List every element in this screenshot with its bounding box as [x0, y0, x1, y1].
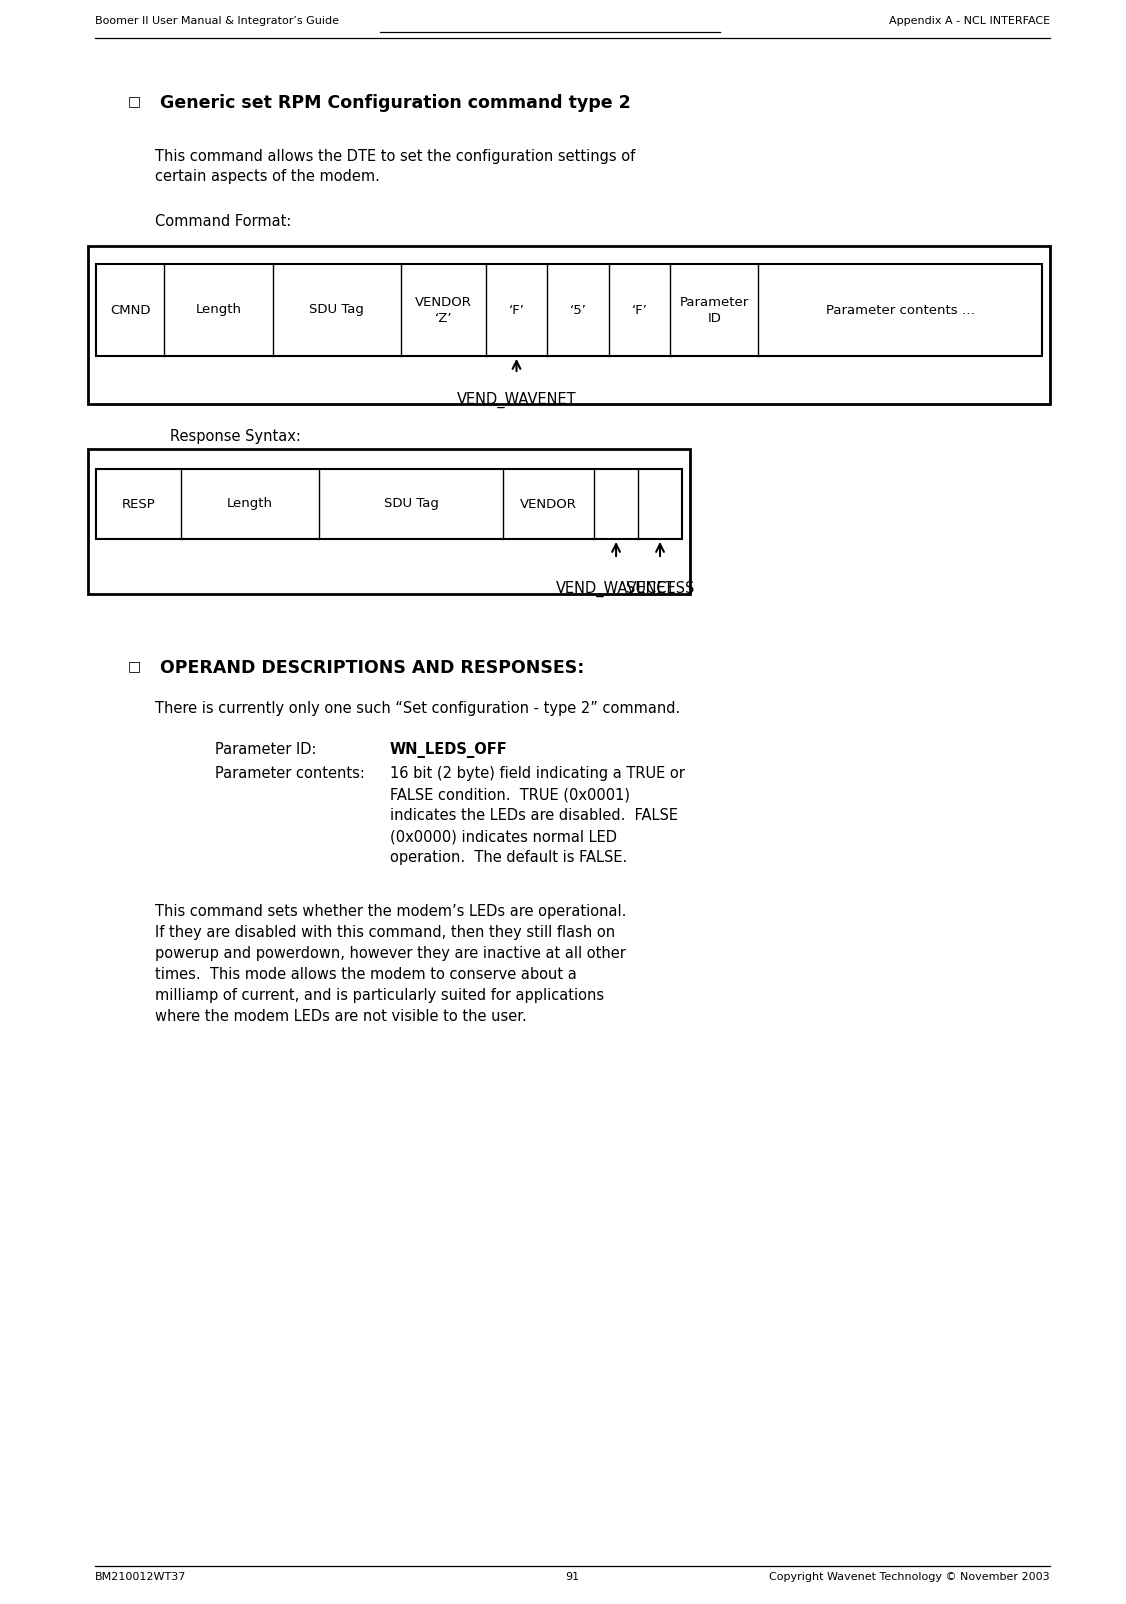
Text: SDU Tag: SDU Tag	[310, 303, 364, 316]
Text: OPERAND DESCRIPTIONS AND RESPONSES:: OPERAND DESCRIPTIONS AND RESPONSES:	[160, 659, 584, 677]
Text: □: □	[128, 659, 141, 674]
Text: ‘F’: ‘F’	[509, 303, 525, 316]
Text: SUCCESS: SUCCESS	[626, 581, 695, 597]
Text: BM210012WT37: BM210012WT37	[95, 1572, 187, 1582]
Text: CMND: CMND	[110, 303, 150, 316]
Text: 91: 91	[565, 1572, 580, 1582]
Text: VENDOR: VENDOR	[520, 497, 578, 510]
Text: Parameter
ID: Parameter ID	[680, 295, 749, 324]
Text: This command sets whether the modem’s LEDs are operational.
If they are disabled: This command sets whether the modem’s LE…	[155, 905, 626, 1023]
Text: Response Syntax:: Response Syntax:	[170, 428, 301, 444]
Bar	[88, 449, 690, 593]
Text: VEND_WAVENET: VEND_WAVENET	[457, 391, 577, 407]
Text: Length: Length	[226, 497, 272, 510]
Text: Generic set RPM Configuration command type 2: Generic set RPM Configuration command ty…	[160, 95, 631, 112]
Text: ‘F’: ‘F’	[632, 303, 647, 316]
Text: ‘5’: ‘5’	[570, 303, 587, 316]
Text: Boomer II User Manual & Integrator’s Guide: Boomer II User Manual & Integrator’s Gui…	[95, 16, 339, 26]
Text: Length: Length	[196, 303, 241, 316]
Text: SDU Tag: SDU Tag	[384, 497, 438, 510]
Text: 16 bit (2 byte) field indicating a TRUE or
FALSE condition.  TRUE (0x0001)
indic: 16 bit (2 byte) field indicating a TRUE …	[390, 767, 685, 865]
Text: This command allows the DTE to set the configuration settings of
certain aspects: This command allows the DTE to set the c…	[155, 149, 635, 184]
Text: VEND_WAVENET: VEND_WAVENET	[556, 581, 676, 597]
Text: □: □	[128, 95, 141, 107]
Bar	[88, 245, 1051, 404]
Bar	[96, 468, 682, 539]
Text: WN_LEDS_OFF: WN_LEDS_OFF	[390, 743, 508, 759]
Text: Command Format:: Command Format:	[155, 213, 292, 229]
Text: Appendix A - NCL INTERFACE: Appendix A - NCL INTERFACE	[888, 16, 1051, 26]
Text: Parameter ID:: Parameter ID:	[215, 743, 316, 757]
Text: Copyright Wavenet Technology © November 2003: Copyright Wavenet Technology © November …	[769, 1572, 1051, 1582]
Text: Parameter contents …: Parameter contents …	[825, 303, 975, 316]
Text: VENDOR
‘Z’: VENDOR ‘Z’	[414, 295, 472, 324]
Text: Parameter contents:: Parameter contents:	[215, 767, 365, 781]
Text: There is currently only one such “Set configuration - type 2” command.: There is currently only one such “Set co…	[155, 701, 680, 715]
Text: RESP: RESP	[122, 497, 155, 510]
Bar	[96, 265, 1042, 356]
